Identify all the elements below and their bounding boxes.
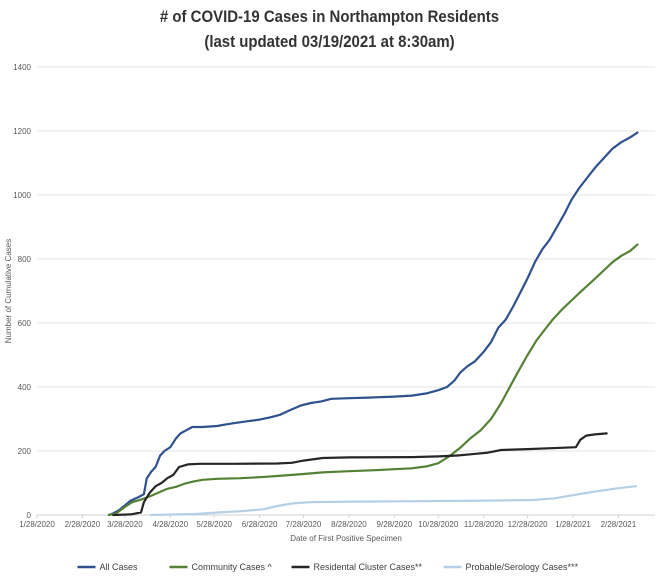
x-axis-title: Date of First Positive Specimen <box>290 534 402 543</box>
legend-label: Probable/Serology Cases*** <box>466 562 579 572</box>
y-tick-label: 0 <box>27 511 32 520</box>
x-tick-label: 1/28/2020 <box>19 520 55 529</box>
series-line-residental-cluster-cases <box>112 432 608 517</box>
chart-subtitle: (last updated 03/19/2021 at 8:30am) <box>204 32 455 51</box>
x-tick-label: 9/28/2020 <box>377 520 413 529</box>
y-tick-label: 600 <box>18 319 32 328</box>
series-line-probable-serology-cases <box>150 485 638 517</box>
y-tick-label: 400 <box>18 383 32 392</box>
x-tick-label: 1/28/2021 <box>555 520 591 529</box>
x-tick-label: 12/28/2020 <box>508 520 549 529</box>
x-tick-label: 5/28/2020 <box>196 520 232 529</box>
x-tick-label: 7/28/2020 <box>286 520 322 529</box>
y-tick-label: 1200 <box>13 127 31 136</box>
y-axis-title: Number of Cumulative Cases <box>4 239 13 343</box>
series-line-all-cases <box>107 131 639 517</box>
series-line-community-cases <box>107 243 639 517</box>
legend: All Cases Community Cases ^ Residental Clu… <box>77 562 579 572</box>
x-tick-label: 4/28/2020 <box>152 520 188 529</box>
x-tick-label: 3/28/2020 <box>107 520 143 529</box>
x-tick-label: 11/28/2020 <box>464 520 504 529</box>
y-tick-label: 800 <box>18 255 32 264</box>
legend-item-residental-cluster-cases: Residental Cluster Cases** <box>291 562 423 572</box>
x-tick-label: 2/28/2021 <box>601 520 637 529</box>
axes: 0 200 400 600 800 1000 1200 1400 1/28/2020 2/28/2… <box>13 63 655 529</box>
legend-label: Residental Cluster Cases** <box>314 562 423 572</box>
legend-item-all-cases: All Cases <box>77 562 139 572</box>
x-tick-label: 8/28/2020 <box>331 520 367 529</box>
legend-label: All Cases <box>100 562 139 572</box>
legend-item-probable-serology-cases: Probable/Serology Cases*** <box>443 562 579 572</box>
x-tick-label: 6/28/2020 <box>242 520 278 529</box>
y-tick-label: 1400 <box>13 63 31 72</box>
chart-title: # of COVID-19 Cases in Northampton Resid… <box>159 7 500 26</box>
legend-item-community-cases: Community Cases ^ <box>169 562 273 572</box>
x-tick-label: 10/28/2020 <box>418 520 459 529</box>
x-tick-label: 2/28/2020 <box>65 520 101 529</box>
legend-label: Community Cases ^ <box>192 562 273 572</box>
y-tick-label: 200 <box>18 447 32 456</box>
gridlines <box>37 66 655 452</box>
y-tick-label: 1000 <box>13 191 31 200</box>
series-lines <box>107 131 639 517</box>
